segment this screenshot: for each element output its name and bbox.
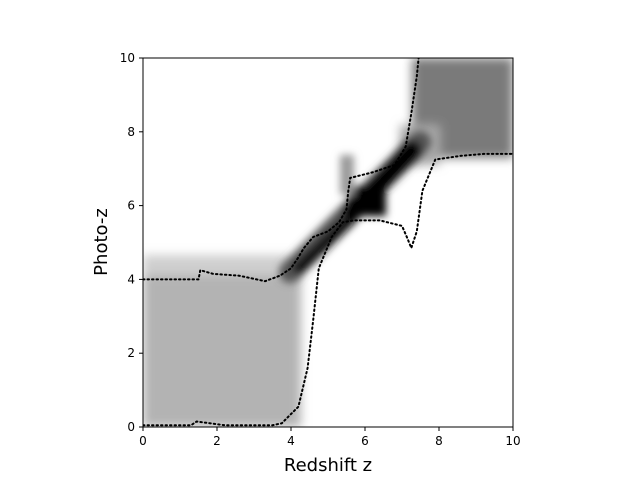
diagonal-ridge-lower bbox=[292, 212, 357, 275]
low-z-plateau bbox=[143, 269, 301, 427]
x-tick-label: 8 bbox=[435, 434, 443, 448]
y-tick-label: 4 bbox=[127, 272, 135, 286]
ridge-core bbox=[348, 186, 386, 216]
y-axis-label: Photo-z bbox=[91, 208, 112, 276]
ridge-spur bbox=[340, 155, 354, 195]
contour-line-1 bbox=[143, 58, 420, 283]
y-tick-label: 6 bbox=[127, 199, 135, 213]
contour-line-2 bbox=[143, 152, 513, 427]
x-tick-label: 6 bbox=[361, 434, 369, 448]
y-tick-label: 8 bbox=[127, 125, 135, 139]
plot-frame bbox=[142, 57, 514, 428]
x-tick-label: 4 bbox=[287, 434, 295, 448]
contour-layer bbox=[143, 58, 513, 427]
x-tick-label: 2 bbox=[213, 434, 221, 448]
x-tick-label: 10 bbox=[505, 434, 520, 448]
low-z-plateau-edge bbox=[143, 255, 293, 275]
y-tick-label: 2 bbox=[127, 346, 135, 360]
y-tick-label: 10 bbox=[120, 51, 135, 65]
density-layer bbox=[143, 58, 513, 427]
y-tick-label: 0 bbox=[127, 420, 135, 434]
x-axis: 0 2 4 6 8 10 bbox=[139, 427, 521, 448]
y-axis: 0 2 4 6 8 10 bbox=[120, 51, 143, 434]
x-tick-label: 0 bbox=[139, 434, 147, 448]
x-axis-label: Redshift z bbox=[284, 455, 372, 476]
